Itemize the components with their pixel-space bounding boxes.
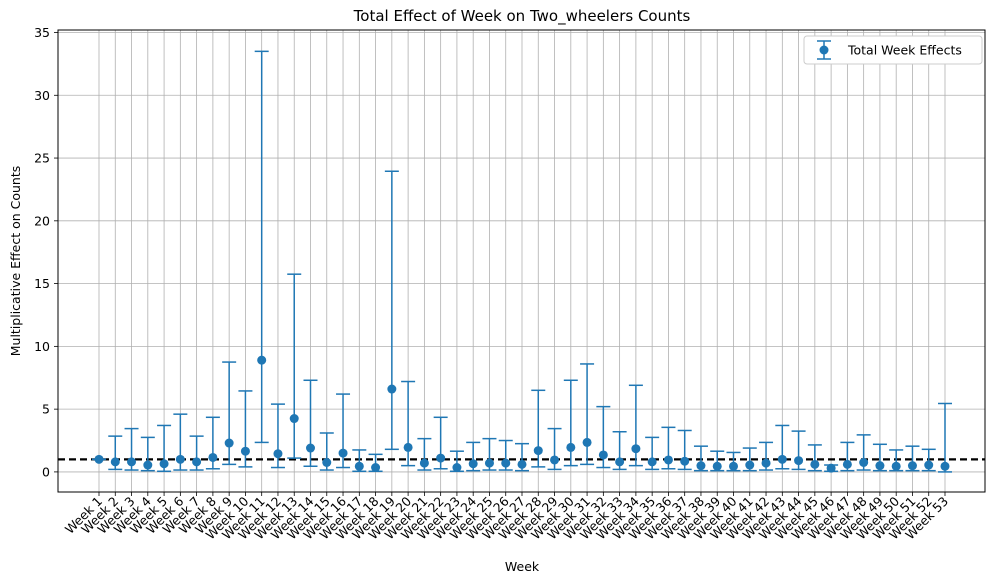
legend-label: Total Week Effects xyxy=(847,43,962,58)
y-tick-label: 20 xyxy=(34,213,50,228)
data-point xyxy=(371,463,381,473)
data-point xyxy=(484,458,494,468)
chart-title: Total Effect of Week on Two_wheelers Cou… xyxy=(353,7,691,26)
data-point xyxy=(159,459,169,469)
data-point xyxy=(257,355,267,365)
y-axis-ticks: 0 5 10 15 20 25 30 35 xyxy=(34,25,58,479)
data-point xyxy=(550,455,560,465)
y-tick-label: 35 xyxy=(34,25,50,40)
data-point xyxy=(289,414,299,424)
data-point xyxy=(696,461,706,471)
data-point xyxy=(794,456,804,466)
data-point xyxy=(224,438,234,448)
data-point xyxy=(810,459,820,469)
data-point xyxy=(273,449,283,459)
data-point xyxy=(143,460,153,470)
y-tick-label: 10 xyxy=(34,339,50,354)
data-point xyxy=(615,457,625,467)
data-point xyxy=(436,453,446,463)
legend-marker xyxy=(819,45,829,55)
data-point xyxy=(208,452,218,462)
data-point xyxy=(322,457,332,467)
data-point xyxy=(826,463,836,473)
data-point xyxy=(533,446,543,456)
data-point xyxy=(387,384,397,394)
data-point xyxy=(940,461,950,471)
data-point xyxy=(468,459,478,469)
x-axis-label: Week xyxy=(505,559,540,574)
y-axis-label: Multiplicative Effect on Counts xyxy=(8,166,23,357)
data-point xyxy=(647,457,657,467)
data-point xyxy=(842,459,852,469)
data-point xyxy=(338,448,348,458)
legend: Total Week Effects xyxy=(803,35,983,65)
data-point xyxy=(729,461,738,471)
data-point xyxy=(110,457,120,467)
data-point xyxy=(582,437,592,447)
legend-box xyxy=(803,35,983,65)
data-point xyxy=(403,442,413,452)
y-tick-label: 15 xyxy=(34,276,50,291)
plot-frame xyxy=(57,29,986,493)
data-point xyxy=(924,460,934,470)
data-series xyxy=(92,50,952,473)
data-point xyxy=(419,458,429,468)
data-point xyxy=(240,446,250,456)
data-point xyxy=(192,457,202,467)
data-point xyxy=(94,454,104,464)
data-point xyxy=(517,459,527,469)
data-point xyxy=(745,460,755,470)
data-point xyxy=(127,457,137,467)
data-point xyxy=(875,461,885,471)
y-tick-label: 25 xyxy=(34,151,50,166)
data-point xyxy=(452,463,462,473)
data-point xyxy=(680,456,690,466)
y-tick-label: 30 xyxy=(34,88,50,103)
data-point xyxy=(631,444,641,454)
data-point xyxy=(354,461,364,471)
data-point xyxy=(566,442,576,452)
data-point xyxy=(891,461,901,471)
data-point xyxy=(712,461,722,471)
data-point xyxy=(859,457,869,467)
y-tick-label: 0 xyxy=(42,464,50,479)
data-point xyxy=(777,454,787,464)
data-point xyxy=(598,450,608,460)
data-point xyxy=(175,454,185,464)
data-point xyxy=(306,443,315,453)
data-point xyxy=(761,458,771,468)
data-point xyxy=(907,461,917,471)
data-point xyxy=(501,458,511,468)
y-tick-label: 5 xyxy=(42,402,50,417)
data-point xyxy=(663,455,673,465)
